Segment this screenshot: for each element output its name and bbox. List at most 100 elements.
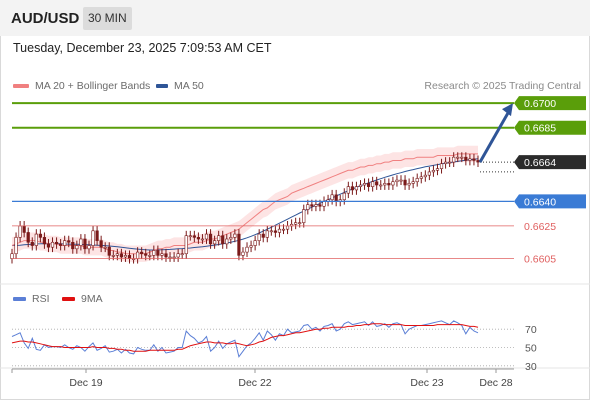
candle-body (91, 230, 95, 246)
candle-body (59, 243, 63, 246)
support-line-0.6605-label: 0.6605 (524, 254, 556, 266)
candle-body (233, 233, 237, 238)
candle-body (164, 253, 168, 258)
candle-body (192, 235, 196, 238)
candle-body (168, 256, 172, 259)
candle-body (241, 251, 245, 256)
candle-body (208, 233, 213, 245)
candle-body (371, 181, 375, 187)
candle-body (265, 230, 269, 238)
x-tick-label: Dec 28 (479, 377, 512, 389)
candle-body (213, 240, 217, 245)
support-line-0.6625-label: 0.6625 (524, 221, 556, 233)
candle-body (460, 156, 464, 159)
legend-ma50-label: MA 50 (174, 80, 204, 92)
candle-body (472, 158, 476, 161)
candle-body (391, 181, 395, 186)
candle-body (346, 186, 350, 194)
chart-timestamp: Tuesday, December 23, 2025 7:09:53 AM CE… (13, 41, 272, 55)
candle-body (67, 240, 71, 243)
rsi-level-label-70: 70 (525, 324, 537, 336)
x-tick-label: Dec 23 (410, 377, 443, 389)
candle-body (87, 245, 91, 250)
ma50-line (11, 158, 479, 251)
candle-body (156, 250, 160, 256)
candle-body (310, 204, 314, 207)
candle-body (342, 192, 346, 201)
candle-body (188, 235, 192, 238)
candle-body (464, 156, 468, 161)
candle-body (362, 183, 367, 186)
chart-header: AUD/USD 30 MIN (0, 0, 590, 36)
candle-body (54, 241, 59, 245)
candle-body (448, 161, 452, 164)
candle-body (427, 171, 431, 176)
rsi-level-label-30: 30 (525, 361, 537, 373)
candle-body (379, 184, 383, 187)
legend-rsi-label: RSI (32, 293, 50, 305)
candle-body (184, 235, 188, 255)
x-tick-label: Dec 22 (238, 377, 271, 389)
candle-body (249, 245, 253, 248)
candle-body (314, 204, 318, 207)
candle-body (119, 253, 124, 258)
candle-body (456, 156, 460, 159)
candle-body (237, 233, 241, 256)
candle-body (99, 240, 103, 248)
candle-body (148, 255, 152, 257)
candle-body (245, 246, 249, 253)
candle-body (71, 241, 75, 250)
research-credit: Research © 2025 Trading Central (424, 80, 581, 92)
candle-body (160, 253, 164, 256)
pivot-line-0.6640-label: 0.6640 (524, 196, 556, 208)
candle-body (387, 183, 391, 186)
candle-body (431, 169, 436, 173)
candle-body (196, 237, 201, 240)
legend-ma20-label: MA 20 + Bollinger Bands (35, 80, 151, 92)
candle-body (375, 181, 379, 186)
candle-body (107, 246, 111, 256)
candle-body (318, 204, 322, 207)
candle-body (10, 253, 14, 259)
rsi-line (11, 320, 479, 358)
candle-body (366, 183, 371, 187)
candle-body (34, 233, 38, 246)
candle-body (277, 228, 282, 233)
candle-body (302, 209, 306, 223)
candle-body (306, 204, 310, 210)
candles (10, 152, 480, 264)
candle-body (200, 238, 205, 241)
candle-body (281, 228, 286, 231)
legend-rsi-swatch (13, 297, 26, 301)
candle-body (18, 225, 22, 238)
candle-body (50, 241, 55, 248)
timeframe-badge[interactable]: 30 MIN (83, 7, 132, 30)
candle-body (83, 238, 87, 250)
legend-rsi-ma-swatch (62, 297, 75, 301)
candle-body (172, 256, 176, 259)
forecast-arrow-head (502, 103, 513, 117)
candle-body (38, 233, 42, 238)
candle-body (22, 225, 26, 233)
forecast-arrow (478, 110, 511, 163)
candle-body (144, 253, 148, 256)
candle-body (273, 230, 277, 233)
candle-body (395, 179, 399, 183)
candle-body (411, 181, 415, 184)
candle-body (269, 230, 273, 233)
candle-body (111, 255, 115, 257)
candle-body (435, 168, 440, 171)
candle-body (14, 237, 18, 255)
candle-body (350, 186, 354, 191)
candle-body (152, 250, 156, 256)
candle-body (403, 179, 407, 186)
pivot-line-0.6640-tag (514, 194, 586, 209)
candle-body (204, 233, 209, 240)
candle-body (399, 179, 403, 182)
target-line-0.6700-tag (514, 96, 586, 111)
candle-body (123, 255, 128, 258)
candle-body (217, 235, 221, 241)
candle-body (354, 186, 359, 191)
legend-ma20-swatch (13, 84, 29, 88)
x-tick-label: Dec 19 (69, 377, 102, 389)
